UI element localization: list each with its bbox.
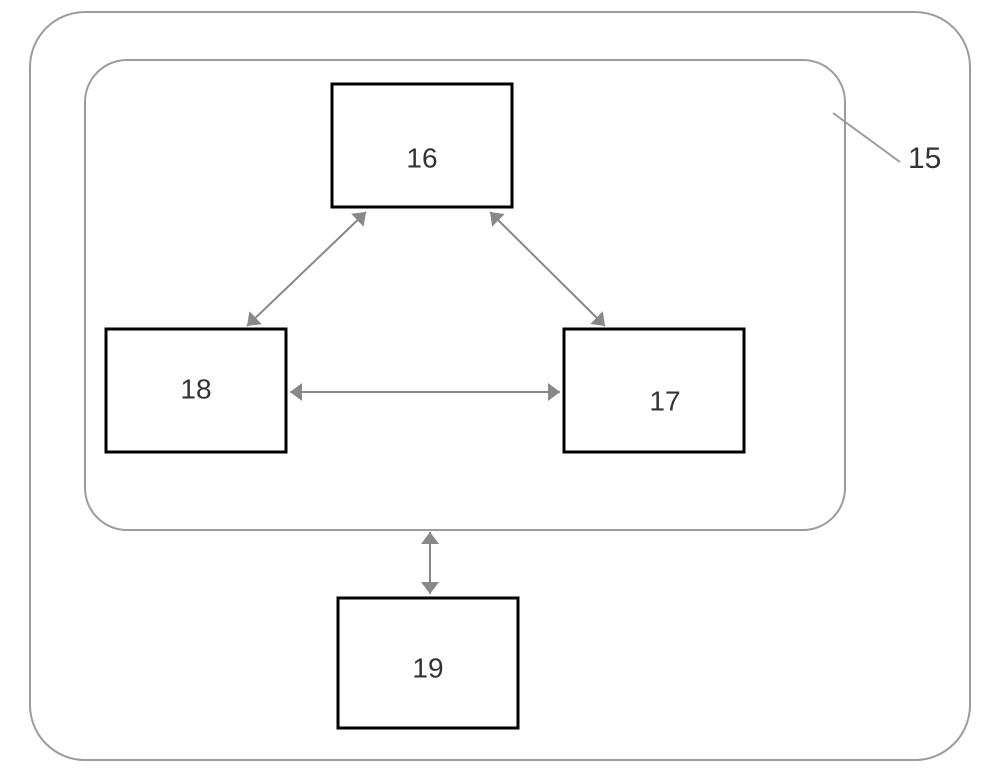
- node-18-label: 18: [180, 373, 211, 404]
- edge-n16-n18: [247, 212, 366, 326]
- label-15: 15: [908, 142, 941, 175]
- node-18: 18: [106, 329, 286, 452]
- node-19-label: 19: [412, 652, 443, 683]
- leader-line-15: [833, 113, 900, 162]
- diagram-canvas: 15 16 18 17 19: [0, 0, 1000, 771]
- node-16-label: 16: [406, 142, 437, 173]
- node-16: 16: [332, 84, 512, 207]
- node-17: 17: [564, 329, 744, 452]
- nodes-group: 16 18 17 19: [106, 84, 744, 728]
- node-19: 19: [338, 598, 518, 728]
- node-17-label: 17: [649, 385, 680, 416]
- edge-n16-n17: [490, 212, 605, 326]
- edges-group: [247, 212, 605, 594]
